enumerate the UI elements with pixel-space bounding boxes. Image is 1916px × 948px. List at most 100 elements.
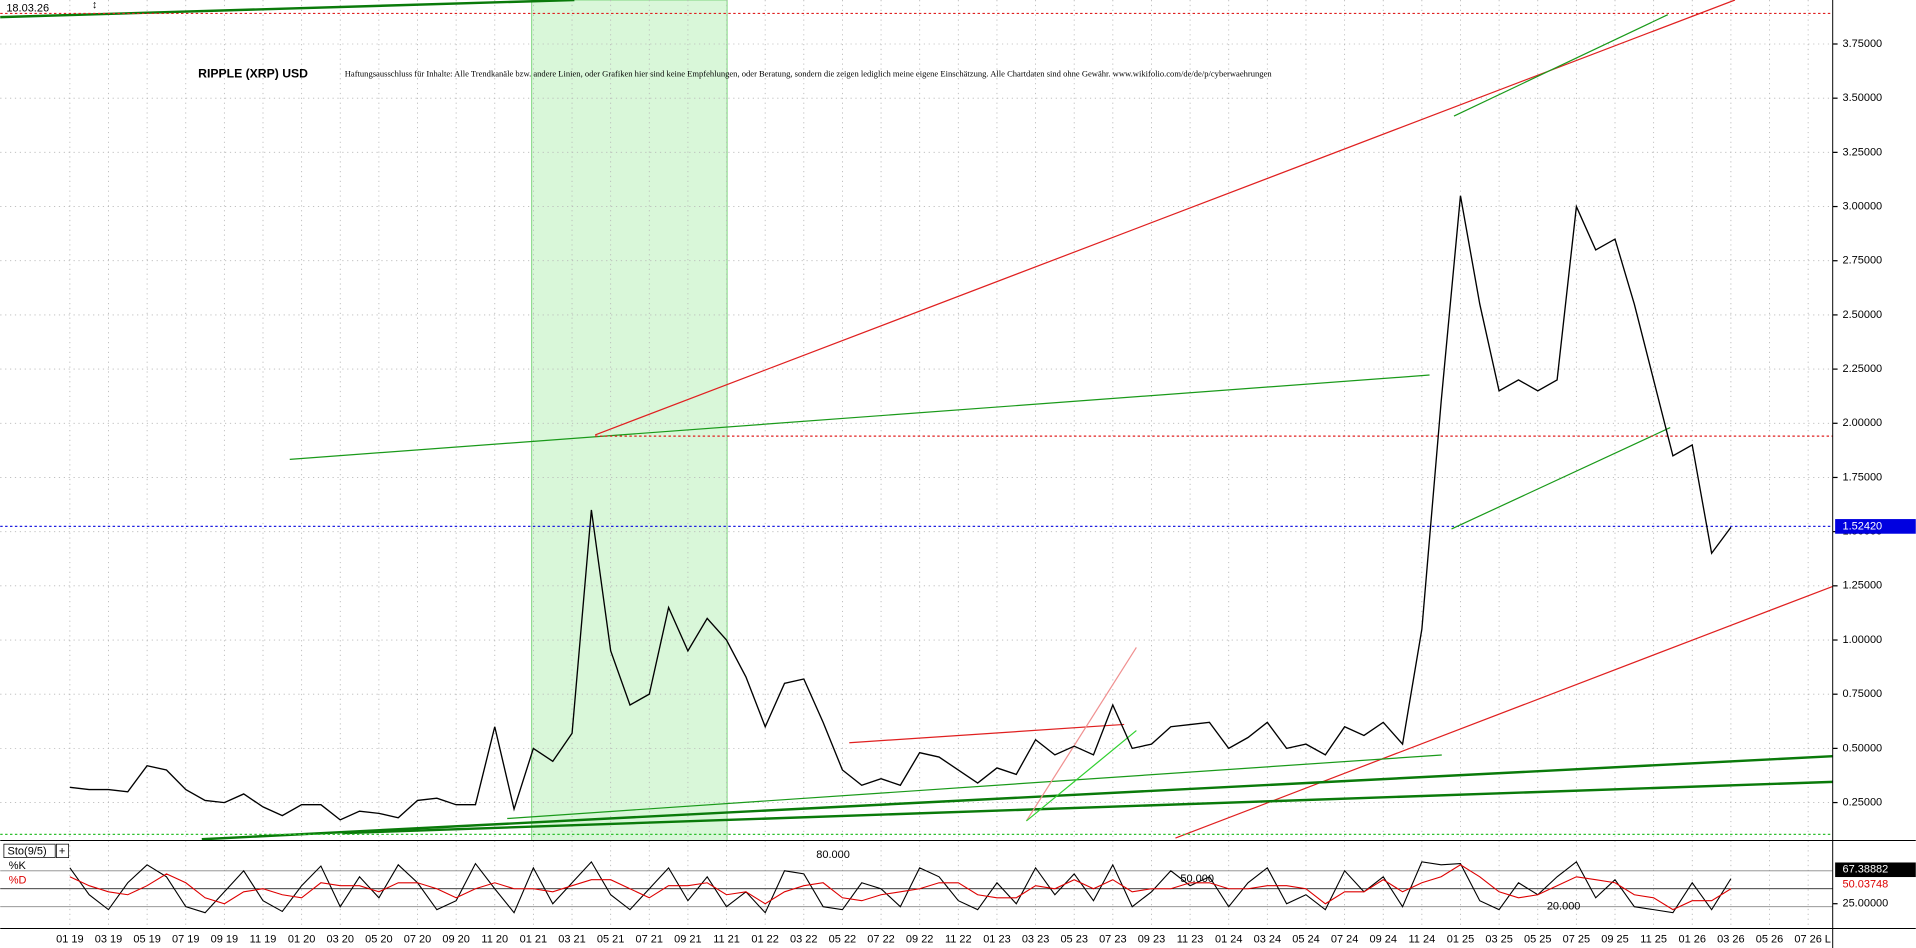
trend-line (1453, 14, 1669, 117)
trend-line (1026, 730, 1137, 822)
x-end-label: L (1825, 933, 1831, 945)
y-tick-label: 1.25000 (1842, 580, 1882, 592)
x-tick-label: 01 23 (983, 933, 1011, 945)
x-tick-label: 09 24 (1369, 933, 1397, 945)
last-value-label: 67.38882 (1842, 864, 1888, 876)
grid (0, 0, 1833, 929)
x-tick-label: 09 23 (1138, 933, 1166, 945)
x-tick-label: 11 19 (250, 933, 277, 945)
x-tick-label: 03 25 (1485, 933, 1512, 945)
last-value-box (1835, 862, 1916, 878)
x-tick-label: 11 25 (1640, 933, 1667, 945)
x-tick-label: 03 26 (1717, 933, 1745, 945)
x-tick-label: 09 20 (442, 933, 470, 945)
x-tick-label: 07 21 (636, 933, 664, 945)
x-tick-label: 07 23 (1099, 933, 1127, 945)
x-tick-label: 03 22 (790, 933, 818, 945)
x-tick-label: 01 20 (288, 933, 316, 945)
x-tick-label: 07 19 (172, 933, 200, 945)
x-tick-label: 01 22 (751, 933, 779, 945)
trend-line (1175, 585, 1833, 839)
x-tick-label: 01 25 (1447, 933, 1474, 945)
x-tick-label: 03 21 (558, 933, 586, 945)
date-label: 18.03.26 (6, 2, 49, 14)
level-label: 20.000 (1547, 901, 1581, 913)
x-tick-label: 11 23 (1177, 933, 1204, 945)
y-tick-label: 3.25000 (1842, 146, 1882, 158)
x-tick-label: 05 25 (1524, 933, 1551, 945)
chart-subtitle: Haftungsausschluss für Inhalte: Alle Tre… (345, 68, 1273, 78)
y-tick-label: 3.00000 (1842, 200, 1882, 212)
y-tick-label: 25.00000 (1842, 898, 1888, 910)
trend-line (849, 723, 1125, 744)
x-tick-label: 09 22 (906, 933, 934, 945)
x-tick-label: 05 22 (829, 933, 857, 945)
last-value-label: 50.03748 (1842, 878, 1888, 890)
x-tick-label: 03 19 (95, 933, 122, 945)
trend-line (0, 0, 575, 19)
x-tick-label: 07 26 (1794, 933, 1821, 945)
y-tick-label: 0.25000 (1842, 796, 1882, 808)
x-tick-label: 03 24 (1254, 933, 1282, 945)
price-line (69, 195, 1732, 821)
expand-button[interactable] (56, 843, 70, 858)
level-label: 50.000 (1180, 873, 1214, 885)
last-price-label: 1.52420 (1842, 520, 1882, 532)
x-tick-label: 07 24 (1331, 933, 1359, 945)
trend-line (507, 754, 1442, 820)
x-tick-label: 09 25 (1601, 933, 1628, 945)
x-tick-label: 01 24 (1215, 933, 1243, 945)
x-tick-label: 05 21 (597, 933, 625, 945)
legend-entry: %K (9, 860, 27, 872)
x-tick-label: 05 24 (1292, 933, 1320, 945)
last-value-box (1835, 877, 1916, 892)
trend-line (342, 780, 1833, 835)
level-label: 80.000 (816, 849, 850, 861)
x-tick-label: 07 25 (1563, 933, 1590, 945)
expand-icon: + (59, 845, 65, 857)
stochastic-line (69, 864, 1732, 911)
x-tick-label: 05 26 (1756, 933, 1784, 945)
x-tick-label: 05 23 (1060, 933, 1088, 945)
highlight-band (531, 0, 728, 841)
x-tick-label: 07 20 (404, 933, 432, 945)
y-tick-label: 0.75000 (1842, 688, 1882, 700)
y-tick-label: 2.50000 (1842, 309, 1882, 321)
indicator-box[interactable] (3, 843, 56, 858)
x-tick-label: 11 24 (1409, 933, 1436, 945)
y-tick-label: 1.75000 (1842, 471, 1882, 483)
x-tick-label: 03 20 (327, 933, 355, 945)
x-tick-label: 01 19 (56, 933, 84, 945)
plot (69, 195, 1732, 914)
cursor-icon: ↕ (92, 0, 97, 11)
last-price-box (1835, 519, 1916, 534)
trend-lines (0, 0, 1833, 841)
x-tick-label: 07 22 (867, 933, 895, 945)
x-tick-label: 11 20 (481, 933, 508, 945)
trend-line (1025, 647, 1137, 822)
trend-line (1451, 427, 1671, 530)
y-tick-label: 3.50000 (1842, 92, 1882, 104)
x-tick-label: 09 19 (211, 933, 238, 945)
stochastic-line (69, 860, 1732, 914)
trend-line (289, 374, 1430, 460)
x-tick-label: 09 21 (674, 933, 702, 945)
y-tick-label: 1.00000 (1842, 634, 1882, 646)
x-tick-label: 05 20 (365, 933, 393, 945)
x-tick-label: 05 19 (133, 933, 161, 945)
y-tick-label: 0.50000 (1842, 742, 1882, 754)
legend-entry: %D (9, 875, 27, 887)
y-tick-label: 3.75000 (1842, 38, 1882, 50)
x-tick-label: 11 22 (945, 933, 972, 945)
chart-title: RIPPLE (XRP) USD (198, 67, 308, 81)
x-tick-label: 01 21 (520, 933, 548, 945)
y-tick-label: 2.25000 (1842, 363, 1882, 375)
x-tick-label: 03 23 (1022, 933, 1050, 945)
y-tick-label: 2.00000 (1842, 417, 1882, 429)
x-tick-label: 11 21 (713, 933, 740, 945)
trend-line (201, 754, 1833, 841)
y-tick-label: 2.75000 (1842, 255, 1882, 267)
x-tick-label: 01 26 (1679, 933, 1707, 945)
indicator-title: Sto(9/5) (8, 845, 47, 857)
